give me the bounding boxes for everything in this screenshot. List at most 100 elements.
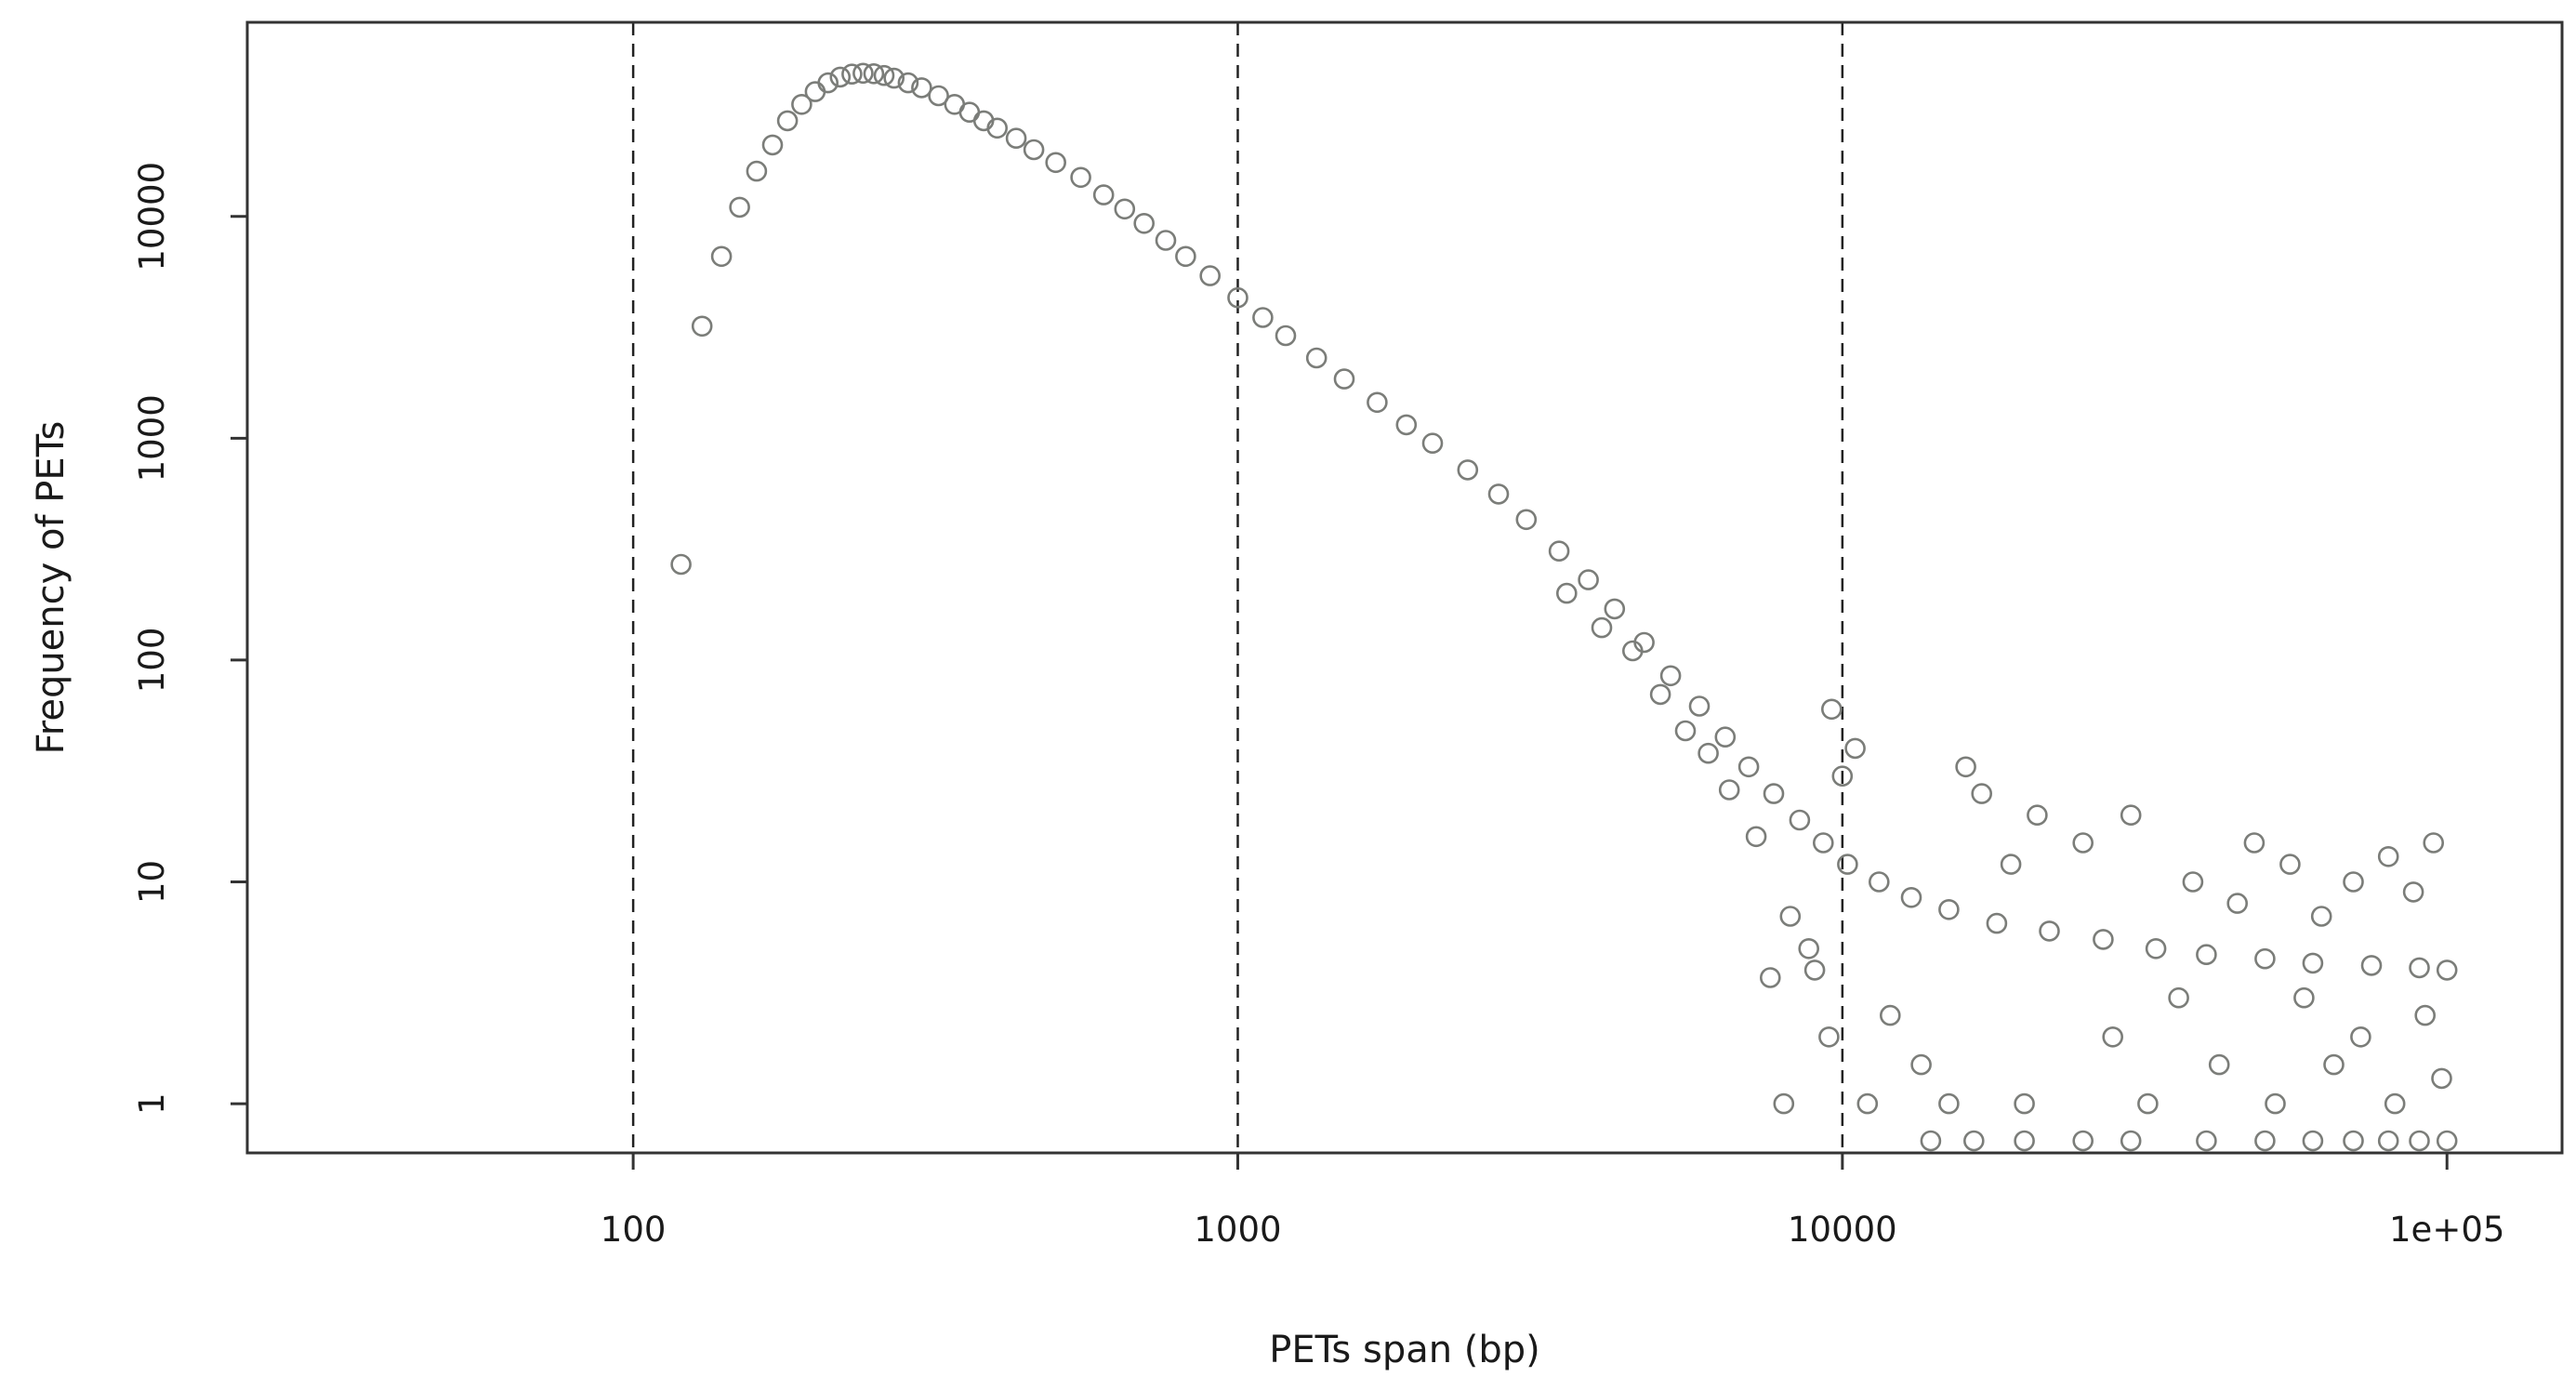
data-point xyxy=(1688,695,1711,717)
data-point xyxy=(2014,1130,2035,1152)
data-point xyxy=(1880,1004,1901,1026)
y-tick-label: 100 xyxy=(132,628,172,694)
data-point xyxy=(2402,881,2424,903)
data-point xyxy=(897,72,919,94)
data-point xyxy=(2265,1092,2286,1115)
data-point xyxy=(2377,1130,2399,1152)
data-point xyxy=(776,110,799,132)
data-point xyxy=(817,72,839,94)
data-point xyxy=(1005,127,1027,149)
data-point xyxy=(852,62,874,85)
data-point xyxy=(1515,509,1538,531)
data-point xyxy=(1856,1092,1879,1115)
data-point xyxy=(1718,779,1740,801)
data-point xyxy=(2423,832,2444,854)
data-point xyxy=(2436,1130,2458,1152)
data-point xyxy=(761,134,784,156)
data-point xyxy=(1760,967,1781,988)
data-point xyxy=(2093,929,2114,950)
data-point xyxy=(1252,307,1274,328)
data-point xyxy=(791,94,812,115)
data-point xyxy=(2072,1130,2094,1152)
data-point xyxy=(2168,986,2189,1009)
data-point xyxy=(986,117,1008,139)
data-point xyxy=(2436,960,2458,981)
data-point xyxy=(2039,920,2060,942)
data-point xyxy=(1548,540,1570,563)
y-axis-title: Frequency of PETs xyxy=(30,421,73,755)
data-point xyxy=(2102,1026,2123,1048)
data-point xyxy=(1737,756,1760,778)
data-point xyxy=(1910,1053,1932,1076)
data-point xyxy=(2302,952,2324,974)
data-point xyxy=(2182,871,2204,893)
data-point xyxy=(1900,886,1922,908)
x-tick-label: 10000 xyxy=(1788,1210,1897,1250)
data-point xyxy=(710,245,733,268)
data-point xyxy=(1674,720,1697,742)
data-point xyxy=(1789,809,1811,831)
data-points xyxy=(670,62,2458,1152)
data-point xyxy=(1649,683,1671,706)
data-point xyxy=(1487,483,1510,505)
data-point xyxy=(1457,459,1479,481)
data-point xyxy=(1395,414,1418,436)
x-axis-title: PETs span (bp) xyxy=(1269,1329,1540,1371)
data-point xyxy=(958,101,981,123)
data-point xyxy=(2145,937,2167,960)
data-point xyxy=(863,63,885,85)
data-point xyxy=(1971,783,1992,804)
data-point xyxy=(1745,826,1767,848)
data-point xyxy=(2208,1053,2230,1076)
data-point xyxy=(1779,906,1802,927)
data-point xyxy=(2293,986,2315,1009)
y-tick-label: 10000 xyxy=(132,162,172,271)
data-point xyxy=(746,160,768,182)
data-point xyxy=(1938,898,1960,920)
x-tick-label: 1e+05 xyxy=(2389,1210,2504,1250)
data-point xyxy=(2360,955,2383,976)
y-tick-label: 10 xyxy=(132,860,172,904)
data-point xyxy=(2323,1053,2345,1076)
data-point xyxy=(1955,756,1976,778)
data-point xyxy=(1821,698,1843,721)
data-point xyxy=(1421,432,1444,455)
data-point xyxy=(1938,1092,1960,1115)
data-point xyxy=(1622,640,1644,662)
data-point xyxy=(1698,742,1719,764)
data-point xyxy=(2431,1067,2452,1090)
data-point xyxy=(1773,1092,1795,1115)
data-point xyxy=(873,64,895,86)
data-point xyxy=(2254,1130,2276,1152)
x-axis: 100 1000 10000 1e+05 xyxy=(601,1153,2504,1250)
data-point xyxy=(2243,832,2266,854)
data-point xyxy=(2302,1130,2324,1152)
data-point xyxy=(2343,1130,2364,1152)
data-point xyxy=(2072,832,2094,854)
data-point xyxy=(1818,1026,1840,1048)
data-point xyxy=(2196,1130,2217,1152)
data-point xyxy=(1155,230,1177,251)
data-point xyxy=(729,196,750,218)
data-point xyxy=(1275,324,1297,347)
data-point xyxy=(1045,152,1066,174)
data-point xyxy=(2343,871,2364,893)
data-point xyxy=(2350,1026,2371,1048)
data-point xyxy=(2254,947,2276,970)
data-point xyxy=(911,77,932,99)
reference-lines xyxy=(631,22,1844,1153)
data-point xyxy=(1175,245,1196,268)
data-point xyxy=(1659,665,1682,687)
data-point xyxy=(1763,783,1785,804)
data-point xyxy=(691,315,713,338)
data-point xyxy=(1798,937,1819,960)
data-point xyxy=(2014,1092,2035,1115)
data-point xyxy=(1367,391,1388,414)
data-point xyxy=(2409,957,2430,979)
data-point xyxy=(670,553,692,576)
x-tick-label: 1000 xyxy=(1194,1210,1281,1250)
y-tick-label: 1000 xyxy=(132,394,172,482)
data-point xyxy=(1305,347,1328,369)
data-point xyxy=(2120,804,2142,827)
